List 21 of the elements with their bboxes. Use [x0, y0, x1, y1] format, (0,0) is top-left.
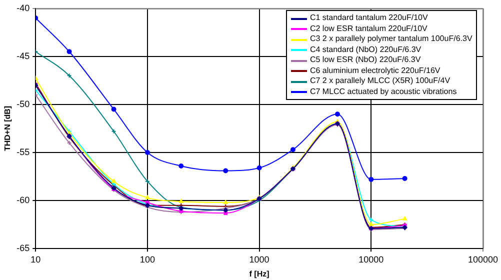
legend-label: C2 low ESR tantalum 220uF/10V [310, 24, 428, 34]
legend-label: C3 2 x parallely polymer tantalum 100uF/6.3V [310, 34, 472, 45]
legend-label: C6 aluminium electrolytic 220uF/16V [310, 66, 440, 76]
x-tick-label: 10 [30, 254, 41, 264]
legend-label: C4 standard (NbO) 220uF/6.3V [310, 44, 422, 56]
y-axis-title: THD+N [dB] [3, 106, 12, 152]
legend-label: C7 2 x parallely MLCC (X5R) 100uF/4V [310, 76, 450, 87]
legend-label: C7 MLCC actuated by acoustic vibrations [310, 86, 457, 98]
x-axis-title: f [Hz] [249, 269, 270, 278]
y-tick-label: -65 [16, 243, 30, 254]
x-tick-label: 10000 [358, 254, 384, 264]
y-tick-label: -50 [16, 98, 30, 109]
x-tick-label: 1000 [249, 254, 270, 264]
y-tick-label: -45 [16, 50, 30, 61]
x-tick-label: 100 [140, 254, 155, 264]
legend-label: C5 low ESR (NbO) 220uF/6.3V [310, 55, 421, 66]
x-tick-label: 100000 [468, 254, 498, 264]
y-tick-label: -55 [16, 147, 30, 158]
legend-label: C1 standard tantalum 220uF/10V [310, 13, 428, 24]
y-tick-label: -40 [16, 2, 30, 13]
y-tick-label: -60 [16, 195, 30, 206]
